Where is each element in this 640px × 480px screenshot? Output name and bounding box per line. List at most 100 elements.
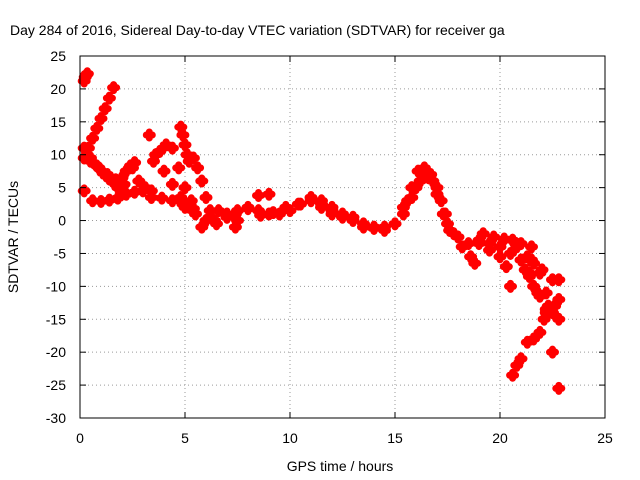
data-point (526, 270, 533, 277)
data-point (536, 329, 543, 336)
data-point (114, 195, 121, 202)
data-point (555, 296, 562, 303)
data-point (444, 220, 451, 227)
data-point (434, 191, 440, 198)
data-point (182, 141, 188, 148)
data-point (89, 197, 96, 204)
data-point (98, 115, 104, 122)
data-point (501, 235, 508, 242)
x-tick-label: 5 (181, 430, 189, 446)
data-point (400, 210, 407, 217)
data-point (148, 194, 155, 201)
y-tick-label: -10 (46, 278, 66, 294)
data-point (276, 210, 283, 217)
data-point (450, 230, 457, 237)
data-point (539, 266, 545, 273)
x-tick-label: 15 (387, 430, 403, 446)
data-point (555, 316, 562, 323)
chart-title: Day 284 of 2016, Sidereal Day-to-day VTE… (10, 22, 505, 38)
series-s26 (472, 237, 517, 293)
series-s33 (520, 299, 555, 349)
data-point (471, 260, 478, 267)
data-point (513, 362, 520, 369)
series-s28 (506, 233, 536, 283)
data-point (530, 283, 537, 290)
data-point (213, 220, 220, 227)
data-point (381, 224, 388, 231)
data-point (480, 230, 487, 237)
data-point (194, 164, 201, 171)
data-point (81, 78, 88, 85)
data-point (89, 135, 96, 142)
data-point (98, 198, 104, 205)
data-point (541, 316, 548, 323)
y-tick-label: 5 (58, 180, 66, 196)
data-point (392, 220, 398, 227)
data-point (318, 204, 325, 211)
data-point (417, 178, 424, 185)
data-point (465, 240, 472, 247)
series-s5 (84, 154, 131, 191)
data-point (150, 158, 157, 165)
data-point (129, 164, 136, 171)
series-s16 (231, 187, 276, 228)
data-point (169, 197, 176, 204)
data-point (530, 336, 537, 343)
series-trace (472, 237, 517, 293)
series-s23 (401, 167, 452, 221)
data-point (158, 195, 165, 202)
y-tick-label: 25 (50, 48, 66, 64)
data-point (123, 168, 130, 175)
data-point (119, 174, 125, 181)
y-tick-label: 20 (50, 81, 66, 97)
data-point (507, 283, 514, 290)
data-point (87, 158, 94, 165)
grid-lines (80, 56, 605, 418)
data-point (421, 171, 428, 178)
data-point (182, 204, 188, 211)
data-point (476, 240, 482, 247)
data-point (257, 212, 264, 219)
y-tick-label: -20 (46, 344, 66, 360)
data-point (175, 164, 182, 171)
x-tick-label: 25 (597, 430, 613, 446)
data-point (234, 217, 241, 224)
data-point (245, 205, 251, 212)
data-point (179, 131, 186, 138)
y-tick-label: -15 (46, 311, 66, 327)
x-axis-label: GPS time / hours (287, 458, 394, 474)
data-point (106, 197, 113, 204)
series-s32 (527, 279, 566, 395)
data-point (438, 197, 445, 204)
data-point (163, 141, 170, 148)
y-tick-label: 10 (50, 147, 66, 163)
data-point (203, 194, 209, 201)
data-point (102, 105, 109, 112)
axis-ticks: 0 5 10 15 20 25 25 20 15 10 5 0 -5 -10 -15 -20 -25 -30 (46, 48, 613, 446)
series-s20 (325, 207, 402, 235)
data-point (555, 385, 562, 392)
data-point (507, 250, 514, 257)
data-point (528, 257, 535, 264)
data-point (371, 225, 377, 232)
data-point (81, 187, 88, 194)
series-s1 (77, 67, 94, 88)
data-point (339, 214, 346, 221)
data-point (104, 171, 111, 178)
data-point (297, 201, 304, 208)
data-point (513, 243, 520, 250)
data-point (177, 124, 184, 131)
data-point (93, 125, 100, 132)
data-point (518, 355, 524, 362)
series-s25 (447, 227, 482, 270)
data-point (255, 192, 262, 199)
data-point (503, 263, 510, 270)
data-point (415, 168, 422, 175)
data-point (266, 191, 272, 198)
x-tick-label: 0 (76, 430, 84, 446)
y-tick-label: -25 (46, 377, 66, 393)
y-tick-label: 0 (58, 213, 66, 229)
data-point (308, 197, 314, 204)
data-point (95, 164, 102, 171)
data-points (77, 67, 566, 395)
